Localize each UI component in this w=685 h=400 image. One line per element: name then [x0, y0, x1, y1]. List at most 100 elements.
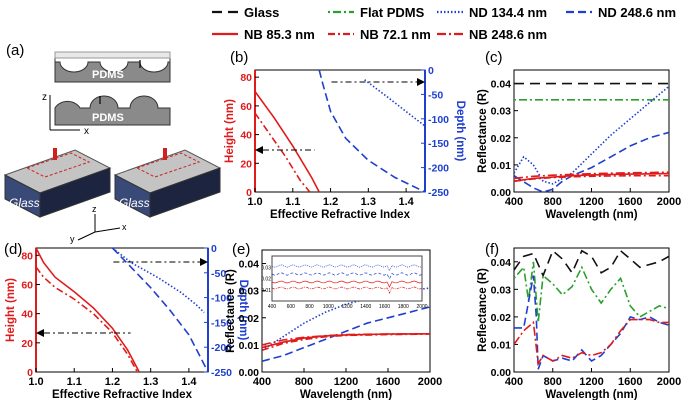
- inset-series-nd248: [271, 272, 423, 280]
- x-tick-label: 800: [544, 376, 562, 388]
- x-tick-label: 1.0: [28, 376, 43, 388]
- y-tick-label: 60: [21, 279, 33, 291]
- series-line-nd-248-6-nm: [111, 248, 208, 372]
- inset-y-tick-label: 0.02: [261, 277, 271, 283]
- inset-x-tick-label: 400: [268, 304, 277, 310]
- legend-label: ND 134.4 nm: [469, 5, 547, 20]
- x-tick-label: 1.2: [105, 376, 120, 388]
- y2-tick-label: -150: [428, 138, 449, 150]
- x-tick-label: 400: [505, 376, 523, 388]
- axis-x-label: x: [84, 126, 89, 137]
- inset-x-tick-label: 1600: [379, 304, 390, 310]
- y-tick-label: 0.01: [239, 340, 260, 352]
- x-tick-label: 1.0: [247, 196, 262, 208]
- chart-f: (f) 400 800 1200 1600 2000 0.00 0.01 0.02 0.03 0.0…: [477, 241, 681, 400]
- inset-y-tick-label: 0.03: [261, 265, 271, 271]
- y-axis-label: Reflectance (R): [477, 89, 489, 173]
- x-tick-label: 1.3: [143, 376, 158, 388]
- series-line-nb-85-3-nm: [514, 172, 669, 182]
- x-tick-label: 800: [544, 196, 562, 208]
- glass-side: [149, 167, 221, 218]
- y2-tick-label: 0: [211, 243, 217, 255]
- y-axis-label: Height (nm): [5, 278, 17, 342]
- series-line-nb-72-1-nm: [514, 174, 669, 182]
- glass-label: Glass: [9, 196, 40, 210]
- series-line-nd-248-6-nm: [514, 275, 669, 370]
- legend-label: NB 72.1 nm: [360, 27, 431, 42]
- x-axis-label: Wavelength (nm): [545, 389, 637, 400]
- x-tick-label: 1200: [579, 376, 603, 388]
- y2-tick-label: -200: [428, 163, 449, 175]
- y-tick-label: 0.01: [491, 160, 512, 172]
- left-arrowhead-icon: [255, 146, 263, 154]
- glass-side: [39, 167, 111, 218]
- x-tick-label: 1.3: [361, 196, 376, 208]
- x-axis-label: Wavelength (nm): [300, 389, 392, 400]
- pdms-label-top: PDMS: [92, 69, 124, 81]
- y-tick-label: 20: [240, 158, 252, 170]
- glass-sample-left: Glass: [3, 148, 112, 218]
- y-tick-label: 0.04: [239, 259, 260, 271]
- y2-tick-label: -50: [428, 89, 443, 101]
- y2-tick-label: -250: [211, 367, 232, 379]
- chart-e: (e)400 800 1200 1600 20000.000.010.020.030.0…: [225, 241, 442, 400]
- series-line-nb-85-3-nm: [36, 248, 140, 372]
- series-line-flat-pdms: [514, 261, 669, 323]
- y2-axis-label: Depth (nm): [237, 280, 249, 341]
- series-line-nd-134-4-nm: [111, 248, 205, 314]
- inset-x-tick-label: 1200: [341, 304, 352, 310]
- series-line-nb-248-6-nm: [262, 332, 430, 346]
- x-tick-label: 1200: [334, 376, 358, 388]
- pdms-dimples: [54, 55, 171, 73]
- panel-label-d: (d): [4, 241, 22, 258]
- y-tick-label: 0.04: [491, 257, 512, 269]
- series-line-nd-248-6-nm: [262, 306, 430, 362]
- x-tick-label: 1.4: [181, 376, 197, 388]
- y2-tick-label: -100: [211, 293, 232, 305]
- chart-b: (b) 1.0 1.1 1.2 1.3 1.4 0 20 40 60 80 0 -50 -100 -150 -…: [224, 49, 466, 221]
- x-tick-label: 1.1: [67, 376, 82, 388]
- x-axis-label: Wavelength (nm): [545, 209, 637, 221]
- inset-plot: 400 600 800 1000 1200 1400 1600 1800 2000 0.01 0.0…: [261, 255, 428, 310]
- y-tick-label: 0.03: [239, 286, 260, 298]
- y-tick-label: 0.04: [491, 79, 512, 91]
- pdms-top-surface: [54, 51, 171, 59]
- x-tick-label: 1600: [376, 376, 400, 388]
- glass-sample-right: Glass: [113, 148, 222, 218]
- series-line-nd-248-6-nm: [514, 131, 669, 192]
- x-axis-label: Effective Refractive Index: [270, 209, 411, 221]
- y2-tick-label: -250: [428, 187, 449, 199]
- legend-label: Glass: [244, 5, 279, 20]
- y-tick-label: 0.01: [491, 339, 512, 351]
- series-line-glass: [514, 249, 669, 278]
- y-axis-label: Reflectance (R): [477, 268, 489, 352]
- x-tick-label: 1200: [579, 196, 603, 208]
- x-tick-label: 400: [505, 196, 523, 208]
- series-line-nb-248-6-nm: [514, 171, 669, 180]
- inset-x-tick-label: 1400: [360, 304, 371, 310]
- x-tick-label: 1.2: [323, 196, 338, 208]
- y-tick-label: 20: [21, 338, 33, 350]
- panel-label-a: (a): [6, 42, 24, 59]
- panel-label-f: (f): [485, 241, 499, 258]
- x-tick-label: 1600: [618, 196, 642, 208]
- y-tick-label: 0.00: [491, 187, 512, 199]
- axis3d-y-label: y: [70, 234, 75, 244]
- y2-tick-label: -100: [428, 114, 449, 126]
- inset-frame: [271, 255, 423, 302]
- y-tick-label: 60: [240, 101, 252, 113]
- y-tick-label: 80: [240, 72, 252, 84]
- axis3d-y: [77, 231, 96, 241]
- chart-c: (c) 400 800 1200 1600 2000 0.00 0.01 0.02 0.03 0.0…: [477, 49, 681, 221]
- y-tick-label: 0.02: [491, 312, 512, 324]
- x-tick-label: 1.4: [398, 196, 414, 208]
- inset-x-tick-label: 2000: [416, 304, 427, 310]
- plot-frame: [254, 69, 426, 193]
- inset-x-tick-label: 1800: [398, 304, 409, 310]
- y-tick-label: 0.03: [491, 106, 512, 118]
- schematic: PDMS PDMS z x Glass Glass z y x: [3, 51, 222, 244]
- pdms-block-bottom: [54, 95, 171, 126]
- right-arrowhead-icon: [417, 78, 425, 86]
- y-tick-label: 0.00: [491, 367, 512, 379]
